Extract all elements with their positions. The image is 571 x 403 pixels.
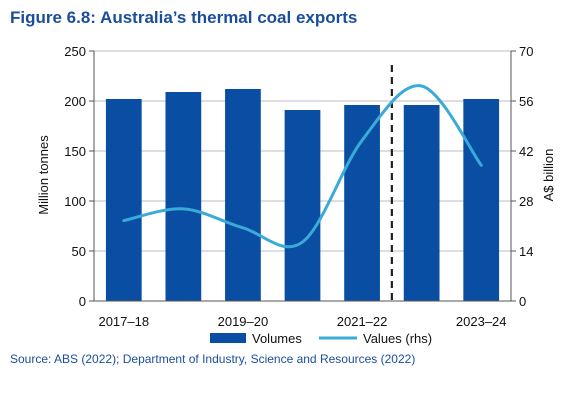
y-tick-label: 50 <box>72 244 86 259</box>
y-tick-label: 150 <box>64 144 86 159</box>
y-tick-label: 100 <box>64 194 86 209</box>
y-tick-label: 0 <box>79 294 86 309</box>
axes: 0 50 100 150 200 250 0 14 28 42 56 70 2017–18 2019–20… <box>64 44 533 329</box>
values-line <box>122 84 483 249</box>
x-tick-label: 2023–24 <box>456 314 507 329</box>
volume-bar <box>403 105 440 301</box>
y2-tick-label: 14 <box>519 244 533 259</box>
y2-tick-label: 70 <box>519 44 533 59</box>
legend-swatch-volumes <box>210 333 246 343</box>
volume-bar <box>165 92 202 301</box>
y2-tick-label: 56 <box>519 94 533 109</box>
y-tick-label: 250 <box>64 44 86 59</box>
y-axis-label: Million tonnes <box>36 135 51 215</box>
legend-label-volumes: Volumes <box>252 331 302 346</box>
y-tick-label: 200 <box>64 94 86 109</box>
volume-bar <box>284 110 321 301</box>
x-tick-label: 2021–22 <box>337 314 388 329</box>
legend-label-values: Values (rhs) <box>363 331 432 346</box>
x-tick-label: 2019–20 <box>218 314 269 329</box>
y2-tick-label: 42 <box>519 144 533 159</box>
volume-bar <box>105 99 142 301</box>
y2-tick-label: 0 <box>519 294 526 309</box>
volume-bars <box>105 89 500 301</box>
y2-axis-label: A$ billion <box>541 149 556 202</box>
volume-bar <box>344 105 380 301</box>
x-tick-label: 2017–18 <box>98 314 149 329</box>
source-note: Source: ABS (2022); Department of Indust… <box>10 352 416 366</box>
volume-bar <box>463 99 500 301</box>
chart-title: Figure 6.8: Australia’s thermal coal exp… <box>10 8 358 27</box>
legend: Volumes Values (rhs) <box>210 331 432 346</box>
volume-bar <box>225 89 261 301</box>
thermal-coal-exports-chart: 0 50 100 150 200 250 0 14 28 42 56 70 2017–18 2019–20… <box>36 44 556 346</box>
y2-tick-label: 28 <box>519 194 533 209</box>
